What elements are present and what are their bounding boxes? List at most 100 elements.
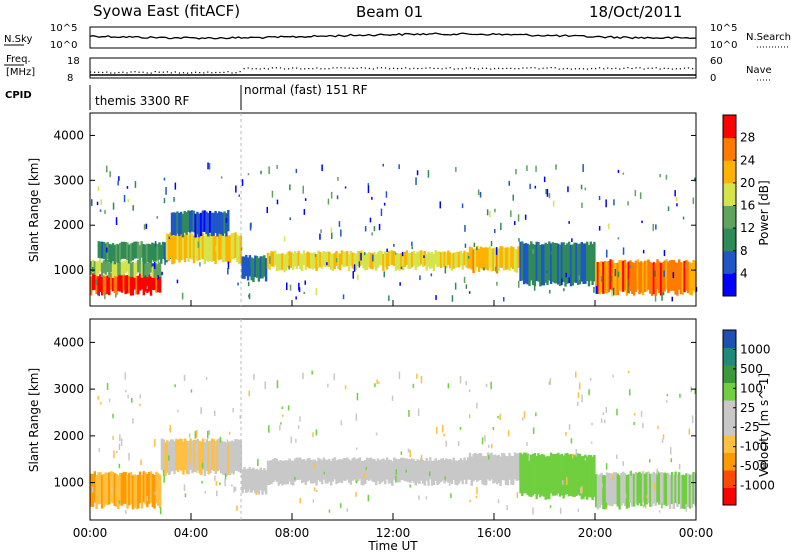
freq-dot bbox=[498, 67, 500, 69]
freq-dot bbox=[203, 72, 205, 74]
heatmap-cell bbox=[203, 442, 207, 476]
heatmap-cell bbox=[573, 454, 576, 497]
heatmap-speck bbox=[663, 270, 665, 277]
heatmap-cell bbox=[650, 263, 654, 296]
heatmap-cell bbox=[108, 472, 111, 505]
heatmap-cell bbox=[497, 248, 500, 272]
heatmap-cell bbox=[205, 439, 208, 471]
heatmap-cell bbox=[111, 471, 115, 504]
heatmap-speck bbox=[164, 257, 166, 265]
colorbar-tick-label: 24 bbox=[740, 153, 755, 167]
heatmap-cell bbox=[128, 472, 131, 506]
freq-dot bbox=[380, 67, 383, 69]
heatmap-cell bbox=[140, 272, 144, 290]
heatmap-cell bbox=[286, 251, 289, 268]
heatmap-cell bbox=[611, 260, 614, 291]
heatmap-cell bbox=[102, 242, 106, 260]
heatmap-cell bbox=[117, 273, 120, 292]
heatmap-speck bbox=[365, 467, 367, 470]
heatmap-cell bbox=[492, 248, 495, 271]
heatmap-cell bbox=[216, 232, 219, 259]
heatmap-cell bbox=[616, 473, 619, 507]
heatmap-cell bbox=[313, 252, 316, 269]
heatmap-cell bbox=[184, 438, 187, 470]
heatmap-cell bbox=[270, 460, 273, 485]
heatmap-speck bbox=[145, 223, 148, 229]
heatmap-speck bbox=[580, 487, 582, 494]
heatmap-speck bbox=[406, 470, 408, 479]
heatmap-cell bbox=[228, 235, 232, 263]
heatmap-cell bbox=[131, 262, 135, 277]
heatmap-cell bbox=[378, 460, 381, 485]
heatmap-speck bbox=[568, 424, 571, 430]
heatmap-speck bbox=[237, 282, 239, 286]
heatmap-cell bbox=[320, 460, 324, 485]
heatmap-cell bbox=[474, 453, 477, 480]
heatmap-cell bbox=[627, 474, 630, 508]
heatmap-speck bbox=[97, 186, 100, 191]
heatmap-speck bbox=[524, 214, 527, 220]
heatmap-speck bbox=[356, 392, 359, 401]
heatmap-cell bbox=[364, 460, 367, 484]
heatmap-cell bbox=[578, 243, 582, 285]
station-title: Syowa East (fitACF) bbox=[93, 2, 240, 20]
heatmap-cell bbox=[411, 458, 414, 482]
freq-dot bbox=[348, 67, 350, 69]
heatmap-cell bbox=[124, 241, 127, 259]
freq-dot bbox=[134, 71, 136, 73]
heatmap-cell bbox=[293, 458, 297, 482]
heatmap-speck bbox=[297, 425, 300, 429]
heatmap-speck bbox=[612, 287, 615, 296]
heatmap-cell bbox=[162, 439, 165, 472]
heatmap-cell bbox=[212, 234, 215, 261]
freq-dot bbox=[692, 68, 694, 70]
heatmap-cell bbox=[472, 249, 475, 273]
heatmap-speck bbox=[106, 165, 108, 173]
heatmap-cell bbox=[416, 459, 419, 483]
freq-dot bbox=[227, 71, 229, 73]
freq-dot bbox=[639, 67, 641, 69]
heatmap-speck bbox=[235, 185, 237, 193]
heatmap-speck bbox=[499, 413, 501, 421]
heatmap-speck bbox=[612, 474, 614, 481]
heatmap-speck bbox=[91, 486, 94, 493]
heatmap-cell bbox=[678, 259, 681, 290]
heatmap-speck bbox=[116, 450, 118, 454]
heatmap-cell bbox=[304, 460, 307, 485]
freq-dot bbox=[106, 71, 108, 73]
colorbar-tick-label: 25 bbox=[740, 401, 755, 415]
heatmap-cell bbox=[243, 467, 246, 490]
heatmap-cell bbox=[236, 234, 239, 262]
heatmap-speck bbox=[279, 425, 281, 431]
heatmap-speck bbox=[408, 410, 410, 417]
heatmap-speck bbox=[409, 484, 411, 488]
y-tick-label: 2000 bbox=[53, 218, 84, 232]
heatmap-cell bbox=[117, 475, 120, 510]
freq-dot bbox=[332, 67, 334, 69]
heatmap-cell bbox=[567, 454, 571, 497]
heatmap-speck bbox=[225, 217, 228, 223]
heatmap-cell bbox=[218, 438, 221, 471]
heatmap-speck bbox=[622, 461, 624, 466]
heatmap-cell bbox=[530, 241, 533, 281]
heatmap-cell bbox=[522, 452, 526, 494]
heatmap-speck bbox=[364, 252, 366, 256]
heatmap-cell bbox=[595, 261, 598, 294]
heatmap-cell bbox=[288, 458, 291, 482]
heatmap-cell bbox=[111, 273, 115, 292]
heatmap-cell bbox=[396, 253, 399, 270]
heatmap-cell bbox=[182, 441, 185, 475]
heatmap-cell bbox=[246, 468, 250, 493]
freq-dot bbox=[425, 67, 427, 69]
freq-dot bbox=[146, 72, 148, 74]
heatmap-cell bbox=[196, 438, 199, 471]
heatmap-cell bbox=[557, 452, 560, 494]
heatmap-speck bbox=[112, 436, 114, 441]
heatmap-cell bbox=[306, 458, 309, 482]
heatmap-cell bbox=[681, 474, 684, 509]
heatmap-speck bbox=[313, 487, 316, 492]
freq-dot bbox=[683, 67, 686, 69]
heatmap-cell bbox=[553, 243, 556, 284]
freq-dot bbox=[118, 71, 120, 74]
